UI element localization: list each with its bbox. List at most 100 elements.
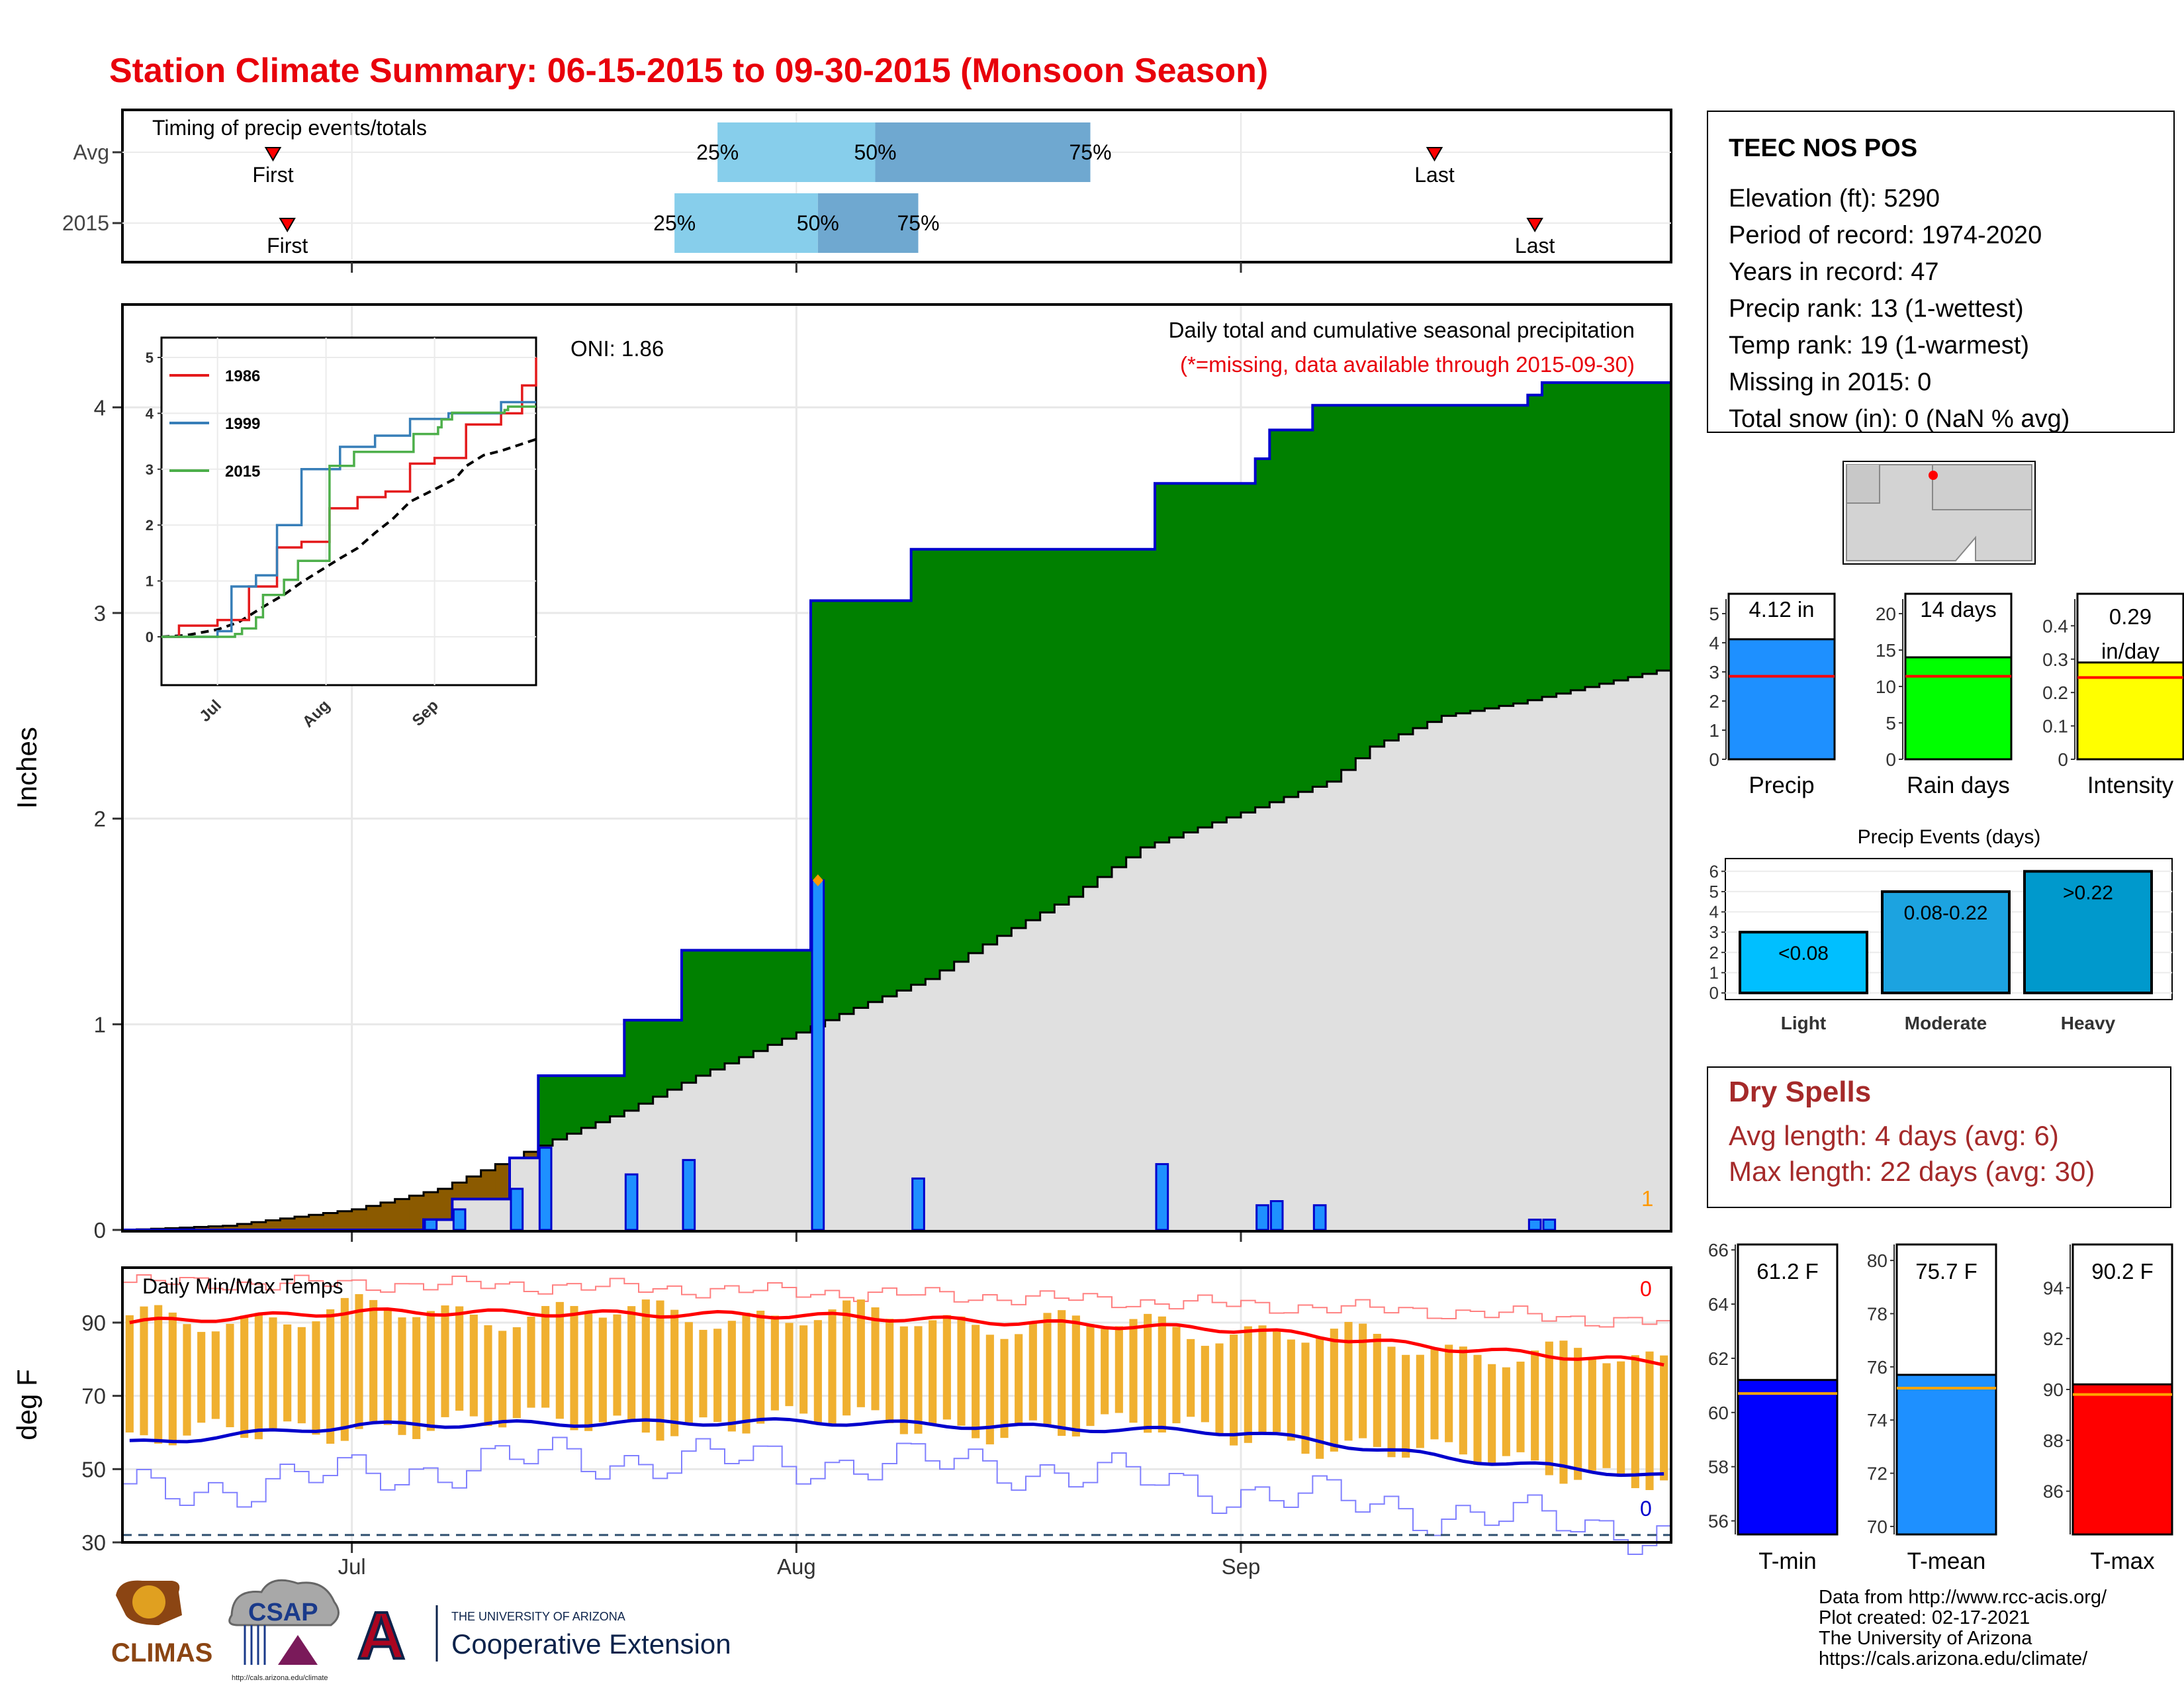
precip-deficit-area [251, 1222, 267, 1230]
precip-surplus-area [825, 600, 840, 1021]
precip-surplus-area [1398, 405, 1414, 735]
daily-temp-bar [828, 1309, 837, 1425]
events-bar-label: <0.08 [1778, 943, 1829, 964]
precip-deficit-area [194, 1227, 209, 1230]
temp-x-tick-label: Sep [1222, 1554, 1261, 1579]
temp-summary-category-label: T-mean [1907, 1548, 1986, 1574]
precip-surplus-area [868, 600, 883, 1002]
daily-temp-bar [240, 1315, 249, 1438]
precip-surplus-area [1040, 549, 1055, 913]
timing-bar-25-50 [674, 193, 818, 253]
precip-deficit-area [323, 1213, 338, 1230]
temp-summary-tick-label: 94 [2043, 1278, 2064, 1298]
daily-temp-bar [512, 1327, 521, 1419]
precip-deficit-area [351, 1209, 367, 1230]
precip-deficit-area [237, 1224, 252, 1230]
daily-temp-bar [1071, 1315, 1080, 1437]
precip-deficit-area [222, 1225, 238, 1230]
precip-deficit-area [265, 1220, 281, 1230]
daily-temp-bar [197, 1332, 206, 1423]
precip-deficit-area [295, 1216, 310, 1230]
temp-ylabel: deg F [11, 1369, 42, 1440]
daily-temp-bar [1631, 1355, 1639, 1489]
map-region-west [1846, 465, 1880, 504]
precip-surplus-area [1441, 405, 1457, 716]
avg-tmin-line [129, 1417, 1664, 1477]
record-low-line [122, 1436, 1671, 1556]
summary-tick-label: 10 [1876, 677, 1896, 697]
daily-temp-bar [1617, 1361, 1625, 1477]
precip-deficit-area [495, 1164, 510, 1199]
precip-surplus-area [1355, 405, 1371, 759]
daily-temp-bar [125, 1315, 134, 1432]
precip-chart-subtitle: (*=missing, data available through 2015-… [1180, 352, 1635, 377]
csap-url: http://cals.arizona.edu/climate [232, 1674, 328, 1682]
events-bar-label: >0.22 [2063, 882, 2113, 904]
daily-precip-bar [911, 1177, 925, 1231]
precip-surplus-area [1570, 383, 1586, 690]
inset-series-line [161, 357, 537, 638]
summary-tick-label: 15 [1876, 640, 1896, 661]
daily-temp-bar [1043, 1313, 1052, 1427]
precip-surplus-area [940, 549, 955, 970]
daily-temp-bar [1086, 1324, 1095, 1427]
precip-surplus-area [796, 950, 811, 1033]
csap-cloud [228, 1579, 340, 1626]
daily-temp-bar [1545, 1341, 1553, 1476]
station-info-box: TEEC NOS POS Elevation (ft): 5290 Period … [1707, 111, 2175, 433]
precip-surplus-area [1614, 383, 1629, 680]
temp-x-tick-label: Aug [777, 1554, 816, 1579]
daily-temp-bar [1559, 1340, 1568, 1484]
dry-spells-frame [1707, 1066, 2171, 1208]
daily-temp-bar [957, 1316, 966, 1426]
daily-precip-bar [1542, 1218, 1557, 1231]
precip-surplus-area [1628, 383, 1643, 677]
timing-last-marker [1526, 218, 1543, 232]
temp-frame [121, 1266, 1672, 1544]
daily-temp-bar [1531, 1350, 1539, 1461]
daily-temp-bar [527, 1316, 535, 1408]
precip-surplus-area [1140, 549, 1156, 848]
precip-surplus-area [1470, 405, 1485, 711]
daily-temp-bar [211, 1331, 220, 1419]
precip-surplus-area [1069, 549, 1084, 897]
daily-precip-bar [682, 1158, 696, 1231]
precip-surplus-area [1269, 430, 1285, 802]
summary-tick-label: 0 [1709, 749, 1719, 770]
temp-summary-tick-label: 72 [1867, 1464, 1888, 1484]
precip-surplus-area [739, 950, 754, 1058]
summary-tick-label: 20 [1876, 604, 1896, 624]
daily-temp-bar [842, 1300, 851, 1416]
precip-surplus-area [911, 549, 926, 985]
precip-surplus-area [1169, 483, 1184, 838]
info-frame [1707, 111, 2175, 433]
precip-surplus-area [696, 950, 711, 1076]
daily-temp-bar [1359, 1323, 1367, 1438]
daily-temp-bar [813, 1320, 822, 1424]
precip-surplus-area [1083, 549, 1098, 887]
daily-temp-bar [269, 1317, 277, 1430]
events-tick-label: 6 [1709, 861, 1719, 881]
precip-surplus-area [1499, 405, 1514, 706]
daily-temp-bar [641, 1299, 650, 1433]
summary-category-label: Rain days [1907, 773, 2010, 798]
daily-temp-bar [985, 1335, 994, 1444]
daily-temp-bar [1215, 1343, 1224, 1436]
events-tick-label: 2 [1709, 943, 1719, 962]
temperature-panel: 30 50 70 90 Jul Aug Sep Daily Min/Max Temps de… [11, 1266, 1672, 1579]
events-category-label: Heavy [2061, 1013, 2116, 1033]
precip-surplus-area [954, 549, 969, 962]
daily-temp-bar [656, 1300, 664, 1441]
timing-p25-label: 25% [653, 211, 696, 235]
summary-chart-intensity: 0 0.1 0.2 0.3 0.4 0.29 in/day Intensity [2042, 592, 2184, 798]
timing-p75-label: 75% [1069, 140, 1111, 164]
missing-count: 1 [1641, 1186, 1653, 1211]
precip-surplus-area [1657, 383, 1672, 671]
station-info-line: Temp rank: 19 (1-warmest) [1729, 332, 2029, 359]
temp-summary-bar [1895, 1374, 1997, 1536]
daily-temp-bar [140, 1306, 148, 1436]
inset-legend-label: 2015 [225, 463, 260, 481]
precip-deficit-area [437, 1188, 453, 1220]
station-info-line: Period of record: 1974-2020 [1729, 222, 2042, 250]
temp-summary-category-label: T-max [2090, 1548, 2155, 1574]
